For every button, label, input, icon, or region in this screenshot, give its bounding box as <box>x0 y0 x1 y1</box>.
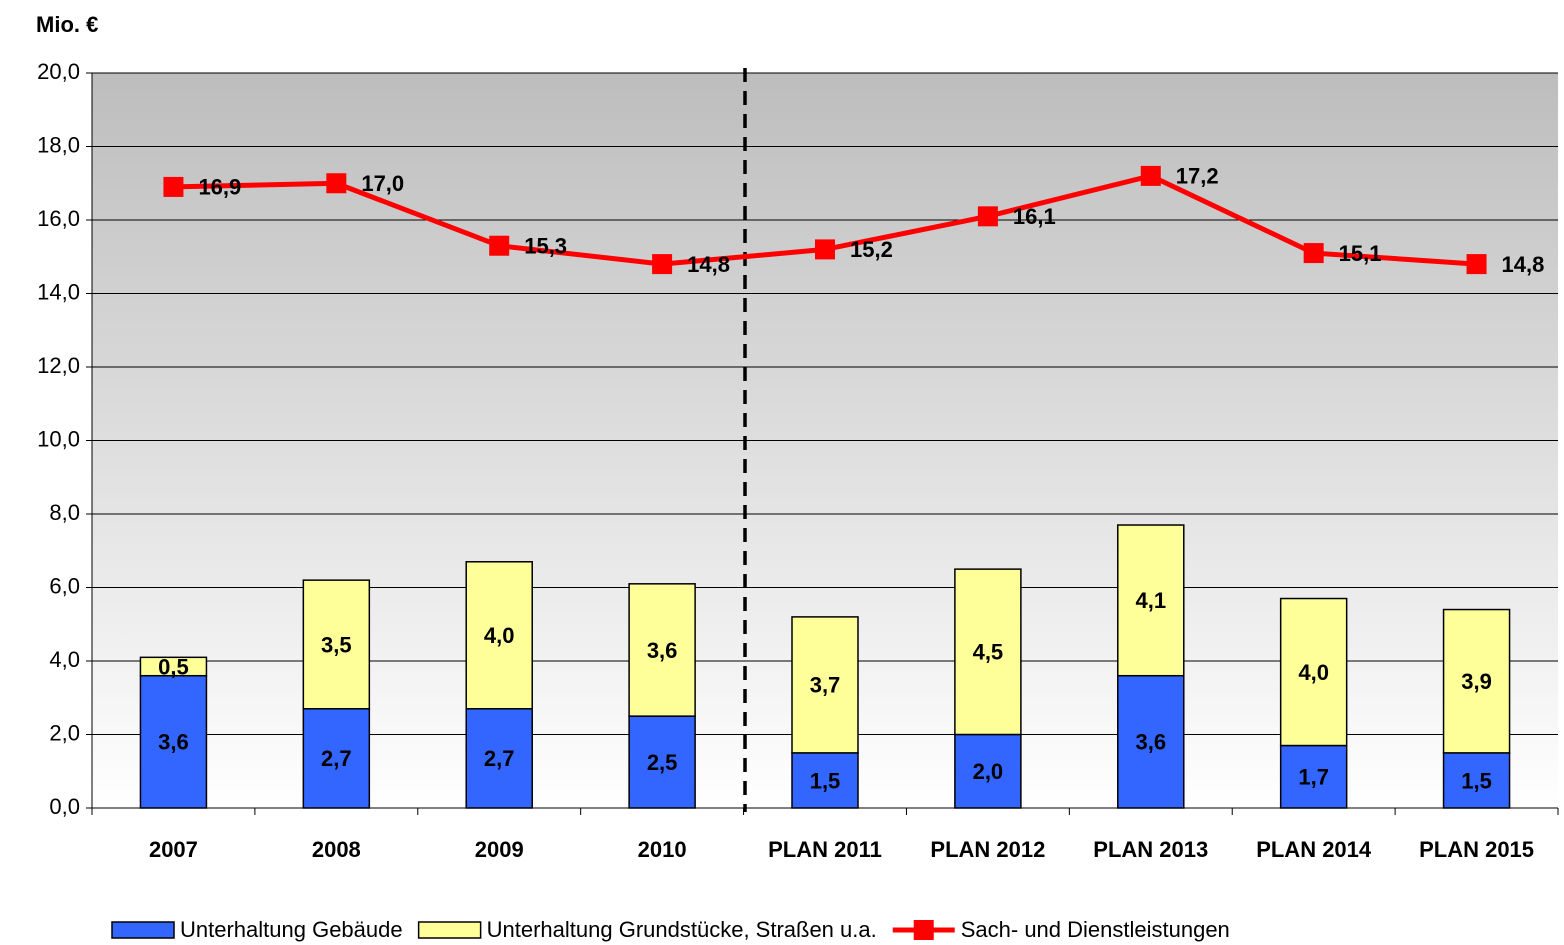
y-tick-label: 12,0 <box>37 353 80 378</box>
data-label: 1,5 <box>810 768 841 793</box>
line-marker <box>163 176 184 197</box>
data-label: 2,7 <box>484 746 515 771</box>
y-axis-title: Mio. € <box>36 12 98 37</box>
data-label: 4,1 <box>1135 588 1166 613</box>
line-marker <box>977 206 998 227</box>
y-tick-label: 20,0 <box>37 59 80 84</box>
x-tick-label: PLAN 2011 <box>768 837 882 862</box>
data-label: 16,9 <box>198 175 241 200</box>
legend-label: Unterhaltung Gebäude <box>180 917 403 942</box>
x-tick-label: PLAN 2013 <box>1093 837 1208 862</box>
bar-segment <box>954 568 1022 736</box>
data-label: 1,7 <box>1298 765 1329 790</box>
data-label: 17,2 <box>1176 164 1219 189</box>
y-tick-label: 0,0 <box>49 794 80 819</box>
x-tick-label: 2007 <box>149 837 198 862</box>
data-label: 2,5 <box>647 750 678 775</box>
legend-swatch <box>417 921 482 939</box>
bar-segment <box>1442 608 1511 754</box>
data-label: 14,8 <box>687 252 730 277</box>
data-label: 16,1 <box>1013 204 1056 229</box>
legend-swatch <box>913 920 934 940</box>
data-label: 4,0 <box>1298 660 1329 685</box>
bar-segment <box>791 616 859 754</box>
bar-segment <box>628 583 696 717</box>
line-marker <box>489 235 510 256</box>
x-tick-label: 2008 <box>312 837 361 862</box>
data-label: 4,0 <box>484 623 515 648</box>
data-label: 3,7 <box>810 673 841 698</box>
bar-segment <box>302 579 371 710</box>
bar-segment <box>954 733 1022 809</box>
x-tick-label: PLAN 2015 <box>1419 837 1534 862</box>
y-tick-label: 16,0 <box>37 206 80 231</box>
data-label: 17,0 <box>361 171 404 196</box>
x-tick-label: 2010 <box>638 837 687 862</box>
data-label: 3,6 <box>1135 730 1166 755</box>
y-tick-label: 14,0 <box>37 279 80 304</box>
y-tick-label: 8,0 <box>49 500 80 525</box>
data-label: 0,5 <box>158 654 189 679</box>
y-tick-label: 6,0 <box>49 573 80 598</box>
data-label: 15,1 <box>1339 241 1382 266</box>
bar-segment <box>1279 597 1348 747</box>
line-marker <box>326 173 347 194</box>
data-label: 3,6 <box>158 730 189 755</box>
bar-segment <box>1117 674 1185 809</box>
data-label: 3,5 <box>321 632 352 657</box>
y-tick-label: 4,0 <box>49 647 80 672</box>
data-label: 2,0 <box>973 759 1004 784</box>
x-tick-label: PLAN 2014 <box>1256 837 1372 862</box>
x-tick-label: PLAN 2012 <box>930 837 1045 862</box>
data-label: 15,3 <box>524 234 567 259</box>
line-marker <box>1303 243 1324 264</box>
bar-segment <box>465 561 533 710</box>
bar-segment <box>139 656 208 677</box>
data-label: 4,5 <box>973 640 1004 665</box>
data-label: 2,7 <box>321 746 352 771</box>
line-marker <box>1140 165 1161 186</box>
legend-swatch <box>111 921 175 939</box>
x-tick-label: 2009 <box>475 837 524 862</box>
data-label: 3,9 <box>1461 669 1492 694</box>
data-label: 15,2 <box>850 237 893 262</box>
data-label: 14,8 <box>1502 252 1545 277</box>
data-label: 1,5 <box>1461 768 1492 793</box>
line-marker <box>815 239 835 260</box>
y-tick-label: 2,0 <box>49 720 80 745</box>
legend-label: Unterhaltung Grundstücke, Straßen u.a. <box>487 917 877 942</box>
line-marker <box>652 254 673 275</box>
bar-segment <box>1279 744 1348 809</box>
legend-label: Sach- und Dienstleistungen <box>961 917 1230 942</box>
line-marker <box>1466 254 1487 275</box>
data-label: 3,6 <box>647 638 678 663</box>
y-tick-label: 18,0 <box>37 132 80 157</box>
y-tick-label: 10,0 <box>37 426 80 451</box>
bar-segment <box>1117 524 1185 677</box>
